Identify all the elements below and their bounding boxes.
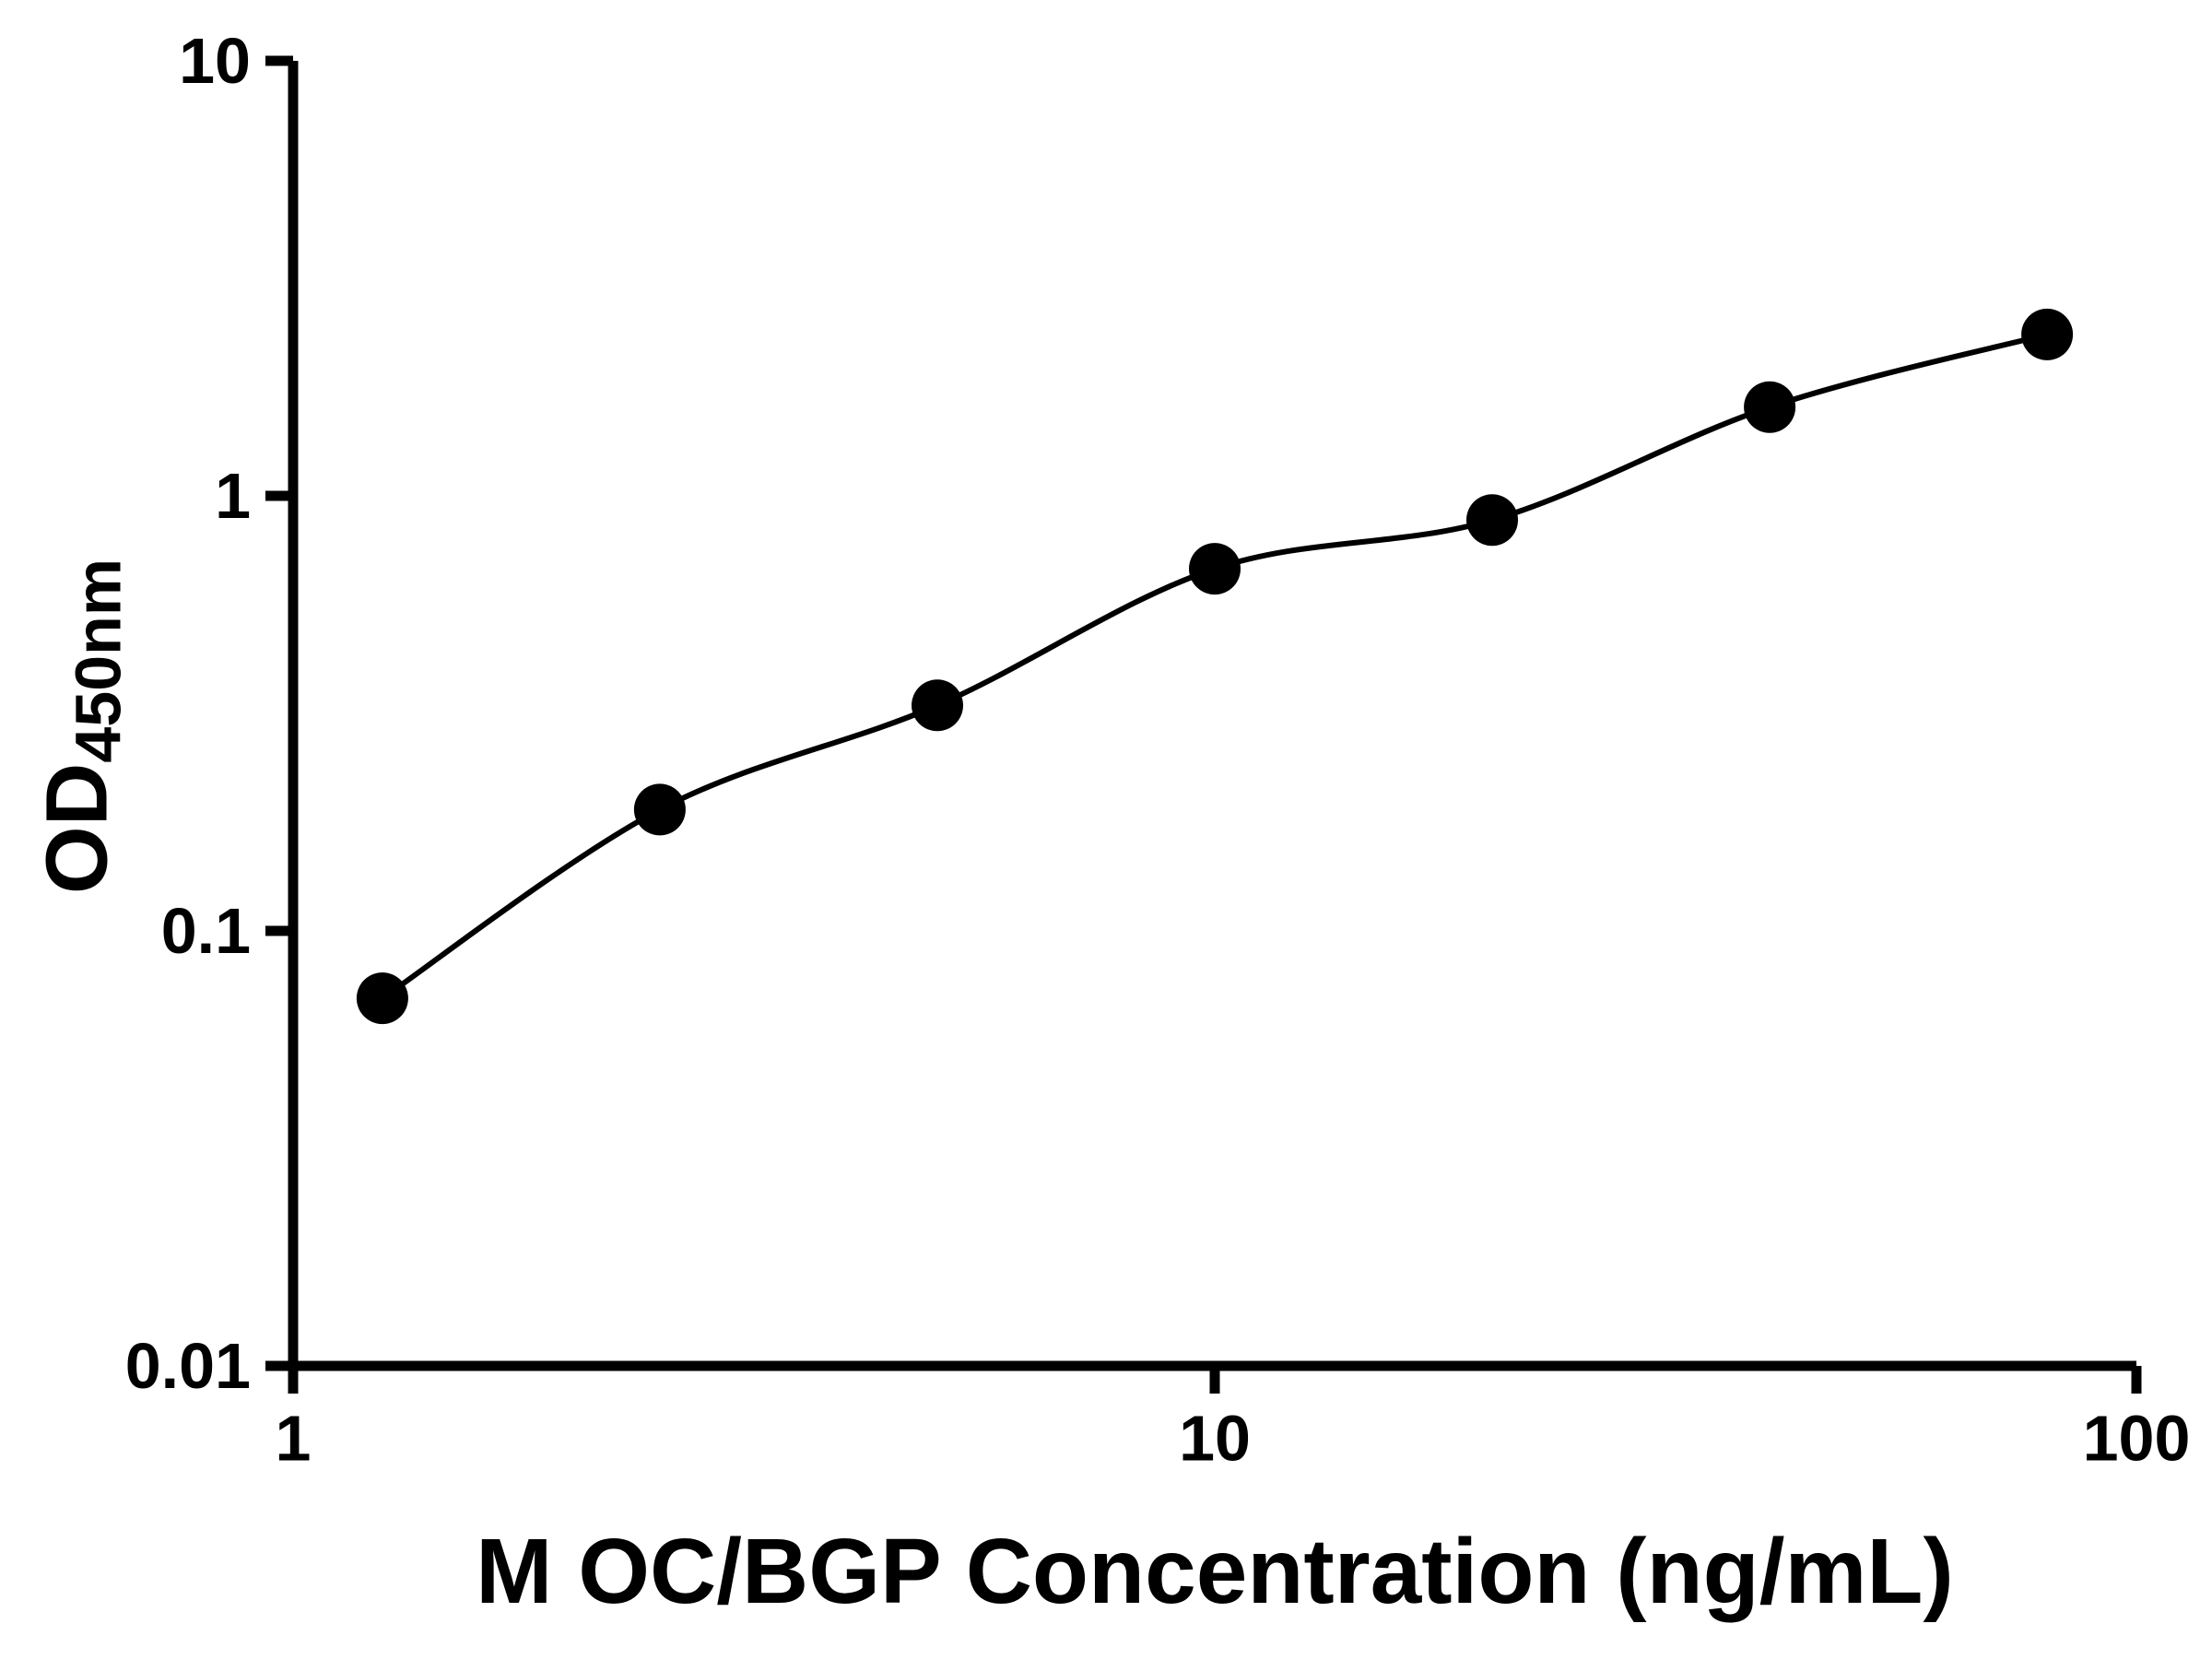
x-tick-label: 10	[1179, 1402, 1251, 1474]
y-axis-title: OD450nm	[27, 559, 135, 894]
data-point	[912, 679, 963, 732]
y-tick-label: 1	[215, 460, 251, 532]
y-tick-label: 10	[179, 25, 251, 97]
x-axis-title: M OC/BGP Concentration (ng/mL)	[476, 1520, 1954, 1623]
x-tick-label: 1	[276, 1402, 312, 1474]
fit-curve	[381, 331, 2048, 1001]
data-point	[1189, 543, 1241, 595]
data-point	[356, 972, 408, 1025]
data-point	[2021, 308, 2074, 360]
x-tick-label: 100	[2083, 1402, 2191, 1474]
data-point	[1744, 381, 1796, 433]
y-axis-title-sub: 450nm	[62, 558, 135, 763]
y-tick-label: 0.01	[125, 1330, 251, 1402]
axis-spines	[288, 61, 2136, 1371]
y-tick-label: 0.1	[161, 895, 251, 967]
y-axis-title-main: OD	[28, 762, 126, 895]
data-point	[1466, 494, 1518, 547]
data-point	[633, 783, 686, 836]
